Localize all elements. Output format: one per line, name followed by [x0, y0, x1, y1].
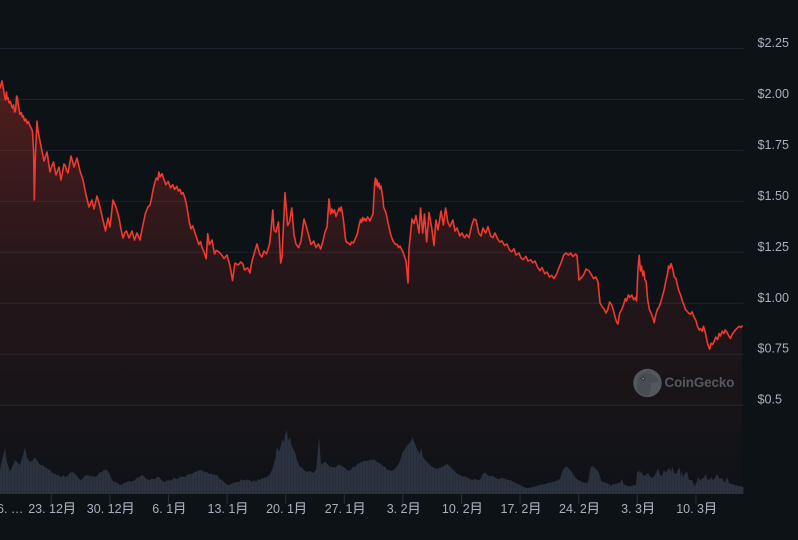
svg-text:CoinGecko: CoinGecko — [665, 375, 735, 390]
svg-text:$1.75: $1.75 — [758, 138, 790, 152]
svg-text:$1.50: $1.50 — [758, 189, 790, 203]
svg-text:$1.25: $1.25 — [758, 240, 790, 254]
svg-text:$1.00: $1.00 — [758, 291, 790, 305]
svg-text:24. 2: 24. 2 — [559, 502, 587, 516]
svg-text:30. 12: 30. 12 — [87, 502, 122, 516]
svg-text:$2.25: $2.25 — [758, 36, 790, 50]
svg-text:$0.5: $0.5 — [758, 393, 783, 407]
svg-text:6. 1: 6. 1 — [152, 502, 173, 516]
svg-text:13. 1: 13. 1 — [208, 502, 236, 516]
svg-text:$2.00: $2.00 — [758, 87, 790, 101]
svg-text:27. 1: 27. 1 — [325, 502, 353, 516]
svg-text:20. 1: 20. 1 — [266, 502, 294, 516]
svg-text:10. 2: 10. 2 — [442, 502, 470, 516]
svg-text:3. 3: 3. 3 — [621, 502, 642, 516]
svg-text:17. 2: 17. 2 — [501, 502, 529, 516]
svg-text:10. 3: 10. 3 — [676, 502, 704, 516]
svg-text:3. 2: 3. 2 — [387, 502, 408, 516]
svg-text:$0.75: $0.75 — [758, 342, 790, 356]
svg-text:23. 12: 23. 12 — [28, 502, 63, 516]
svg-text:6. …: 6. … — [0, 502, 23, 516]
